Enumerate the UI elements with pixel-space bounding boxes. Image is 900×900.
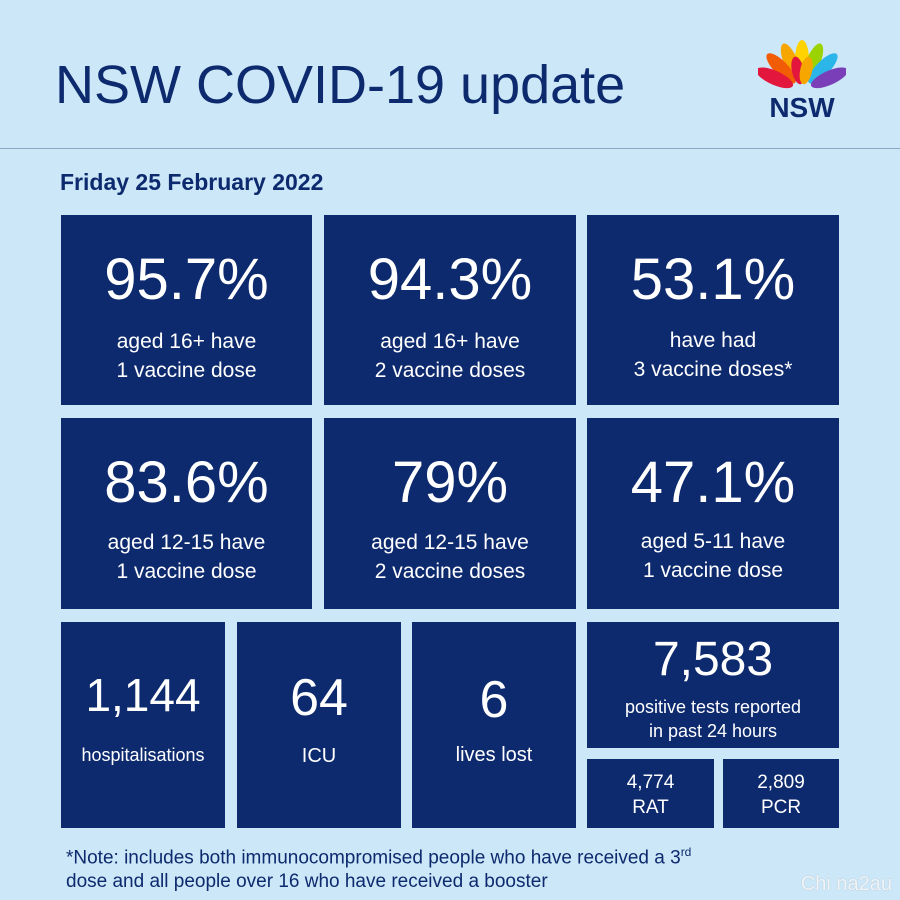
tile-label-line1: aged 12-15 have [107, 531, 266, 554]
deaths-tile: 6 lives lost [412, 622, 576, 828]
rat-label: RAT [632, 797, 669, 818]
tile-label-line2: 2 vaccine doses [374, 359, 526, 382]
watermark: Chi na2au [800, 873, 892, 895]
positive-tests-label-line1: positive tests reported [624, 697, 802, 717]
footnote: *Note: includes both immunocompromised p… [66, 840, 866, 894]
pcr-label: PCR [760, 797, 802, 818]
footnote-part1: *Note: includes both immunocompromised p… [66, 847, 681, 869]
positive-tests-label-line2: in past 24 hours [648, 721, 778, 741]
pcr-tile: 2,809 PCR [723, 759, 839, 828]
waratah-flower-icon [756, 40, 848, 89]
icu-tile: 64 ICU [237, 622, 401, 828]
vaccine-tile-dose3: 53.1% have had 3 vaccine doses* [587, 215, 839, 405]
tile-value: 94.3% [367, 247, 533, 312]
vaccine-tile-16-dose2: 94.3% aged 16+ have 2 vaccine doses [324, 215, 576, 405]
tile-value: 47.1% [630, 450, 796, 515]
tile-label-line1: aged 12-15 have [371, 531, 529, 554]
icu-value: 64 [290, 669, 348, 727]
tile-label-line2: 1 vaccine dose [642, 559, 784, 582]
tile-value: 95.7% [104, 247, 269, 312]
tile-value: 83.6% [104, 450, 269, 515]
icu-label: ICU [301, 745, 337, 767]
hospitalisations-tile: 1,144 hospitalisations [61, 622, 225, 828]
tile-label-line2: 1 vaccine dose [116, 560, 257, 583]
report-date: Friday 25 February 2022 [60, 169, 324, 195]
vaccine-tile-5-11-dose1: 47.1% aged 5-11 have 1 vaccine dose [587, 418, 839, 609]
tile-label-line2: 3 vaccine doses* [633, 358, 793, 381]
vaccine-tile-12-15-dose2: 79% aged 12-15 have 2 vaccine doses [324, 418, 576, 609]
positive-tests-tile: 7,583 positive tests reported in past 24… [587, 622, 839, 748]
rat-value: 4,774 [626, 772, 675, 793]
tile-label-line1: aged 16+ have [116, 330, 257, 353]
nsw-logo: NSW [756, 40, 848, 124]
vaccine-tile-12-15-dose1: 83.6% aged 12-15 have 1 vaccine dose [61, 418, 312, 609]
header-band [0, 0, 900, 149]
tile-label-line1: aged 5-11 have [640, 530, 786, 553]
tile-value: 79% [391, 450, 509, 515]
deaths-label: lives lost [455, 744, 533, 766]
rat-tile: 4,774 RAT [587, 759, 714, 828]
tile-label-line2: 2 vaccine doses [374, 560, 526, 583]
tile-value: 53.1% [630, 247, 796, 312]
pcr-value: 2,809 [757, 772, 805, 793]
vaccine-tile-16-dose1: 95.7% aged 16+ have 1 vaccine dose [61, 215, 312, 405]
hospitalisations-value: 1,144 [85, 669, 201, 721]
hospitalisations-label: hospitalisations [81, 745, 205, 765]
footnote-superscript: rd [680, 845, 692, 859]
positive-tests-value: 7,583 [652, 633, 774, 686]
deaths-value: 6 [479, 671, 509, 729]
tile-label-line2: 1 vaccine dose [116, 359, 257, 382]
page-title: NSW COVID-19 update [55, 55, 626, 115]
logo-text: NSW [769, 92, 835, 123]
tile-label-line1: have had [669, 329, 757, 352]
footnote-part2: dose and all people over 16 who have rec… [66, 871, 548, 893]
tile-label-line1: aged 16+ have [380, 330, 520, 353]
